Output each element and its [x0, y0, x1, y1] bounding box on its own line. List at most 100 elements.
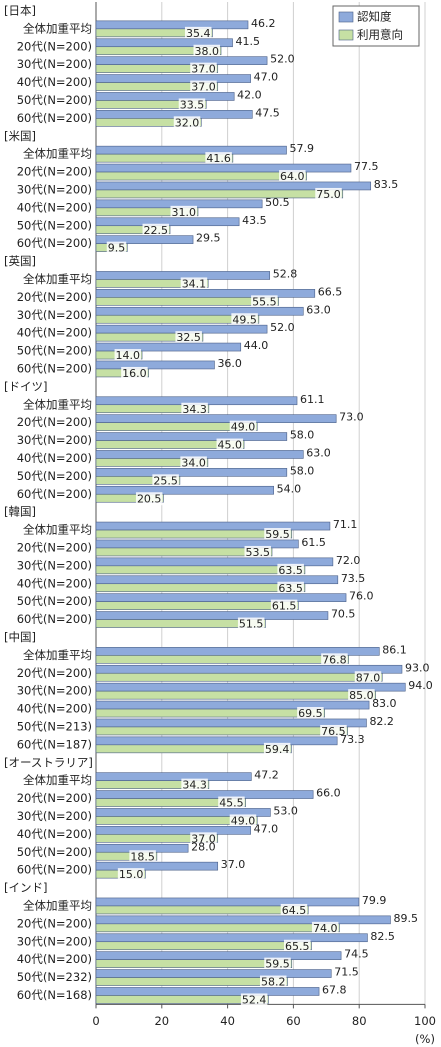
group-label: [英国] — [4, 254, 36, 268]
value-label-bg — [152, 474, 179, 488]
y-tick-label: 50代(N=200) — [17, 594, 92, 608]
value-label-bg — [218, 796, 245, 810]
bar — [95, 458, 209, 467]
value-label-bg — [229, 814, 257, 828]
value-label-bg — [277, 563, 304, 577]
bar — [95, 690, 376, 700]
bar — [95, 440, 245, 449]
value-label-bg — [190, 62, 217, 76]
y-tick-label: 60代(N=200) — [17, 361, 92, 375]
bar — [95, 529, 293, 539]
value-label: 66.0 — [316, 787, 341, 800]
value-label: 71.5 — [334, 966, 359, 979]
bar — [95, 153, 234, 163]
bar — [95, 468, 288, 477]
value-label: 83.0 — [372, 697, 397, 710]
value-label: 47.0 — [254, 822, 279, 835]
value-label: 25.5 — [153, 474, 178, 487]
bar — [95, 279, 209, 288]
bar — [95, 593, 347, 602]
y-tick-label: 60代(N=200) — [17, 111, 92, 125]
value-label: 93.0 — [405, 661, 430, 674]
value-label-bg — [315, 187, 342, 201]
value-label: 94.0 — [408, 679, 433, 692]
bar — [95, 74, 251, 83]
value-label: 54.0 — [277, 482, 302, 495]
value-label: 42.0 — [237, 88, 262, 101]
value-label: 73.3 — [340, 733, 365, 746]
bar — [95, 772, 252, 781]
value-label: 63.0 — [306, 446, 331, 459]
bar — [95, 861, 219, 871]
y-tick-label: 50代(N=213) — [17, 719, 92, 733]
y-tick-label: 30代(N=200) — [17, 684, 92, 698]
value-label-bg — [181, 402, 208, 416]
y-tick-label: 40代(N=200) — [17, 451, 92, 465]
value-label: 49.5 — [232, 313, 257, 326]
value-label: 52.0 — [270, 321, 295, 334]
y-tick-label: 60代(N=200) — [17, 863, 92, 877]
y-tick-label: 30代(N=200) — [17, 433, 92, 447]
bar — [95, 816, 258, 825]
value-label: 49.0 — [231, 421, 256, 434]
group-label: [ドイツ] — [4, 379, 47, 393]
value-label: 34.0 — [181, 456, 206, 469]
y-tick-label: 20代(N=200) — [17, 39, 92, 53]
y-tick-label: 30代(N=200) — [17, 809, 92, 823]
y-tick-label: 40代(N=200) — [17, 200, 92, 214]
bar — [95, 726, 348, 736]
value-label: 37.0 — [191, 832, 216, 845]
value-label: 57.9 — [289, 142, 314, 155]
value-label-bg — [216, 438, 244, 452]
bar — [95, 118, 202, 127]
y-tick-label: 全体加重平均 — [23, 898, 92, 912]
value-label-bg — [244, 545, 272, 559]
y-tick-label: 30代(N=200) — [17, 57, 92, 71]
bar — [95, 655, 349, 664]
y-tick-label: 40代(N=200) — [17, 326, 92, 340]
value-label: 58.0 — [290, 429, 315, 442]
bar — [95, 404, 210, 414]
value-label: 69.5 — [298, 707, 323, 720]
value-label: 89.5 — [393, 912, 418, 925]
value-label: 47.2 — [254, 769, 279, 782]
bar — [95, 314, 260, 324]
bar — [95, 826, 251, 835]
y-tick-label: 20代(N=200) — [17, 290, 92, 304]
value-label: 34.3 — [182, 403, 207, 416]
bar — [95, 306, 304, 316]
value-label-bg — [190, 80, 217, 94]
bar — [95, 189, 344, 199]
value-label: 47.5 — [255, 106, 280, 119]
bar — [95, 834, 219, 843]
value-label-bg — [251, 295, 278, 309]
bar — [95, 493, 164, 503]
value-label: 63.5 — [278, 564, 303, 577]
bar — [95, 601, 299, 610]
x-tick-label: 80 — [352, 1014, 367, 1028]
bar — [95, 235, 194, 244]
value-label-bg — [142, 223, 170, 237]
bar — [95, 476, 181, 485]
y-tick-label: 20代(N=200) — [17, 540, 92, 554]
bar — [95, 851, 158, 861]
value-label: 37.0 — [191, 81, 216, 94]
value-label: 41.5 — [236, 35, 261, 48]
value-label-bg — [184, 26, 212, 40]
value-label: 61.5 — [301, 536, 326, 549]
bar — [95, 171, 307, 181]
value-label: 71.1 — [333, 518, 358, 531]
y-tick-label: 40代(N=200) — [17, 827, 92, 841]
value-label-bg — [135, 492, 163, 506]
value-label: 55.5 — [252, 295, 277, 308]
value-label: 31.0 — [171, 206, 196, 219]
value-label: 87.0 — [356, 671, 381, 684]
bar — [95, 225, 171, 235]
y-tick-label: 全体加重平均 — [23, 397, 92, 411]
value-label: 58.0 — [290, 464, 315, 477]
value-label: 59.5 — [265, 528, 290, 541]
value-label: 37.0 — [191, 63, 216, 76]
y-tick-label: 50代(N=200) — [17, 344, 92, 358]
group-label: [韓国] — [4, 505, 36, 519]
